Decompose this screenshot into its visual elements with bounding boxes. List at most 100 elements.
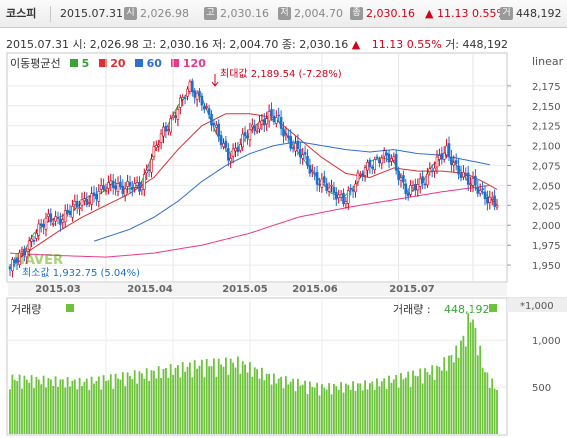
candle-body (119, 181, 122, 188)
volume-bar (397, 387, 400, 434)
volume-bar (335, 386, 338, 434)
volume-bar (263, 380, 266, 434)
volume-bar (61, 379, 64, 434)
candle-body (32, 240, 36, 242)
volume-bar (54, 376, 57, 434)
volume-bar (196, 368, 198, 434)
volume-bar (359, 383, 362, 434)
candle-body (459, 172, 463, 178)
volume-bar (227, 374, 230, 434)
candle-body (327, 187, 331, 192)
candle-body (310, 170, 314, 173)
candle-body (318, 183, 321, 186)
volume-bar (474, 328, 477, 434)
candle-body (42, 223, 45, 228)
candle-body (358, 174, 362, 176)
volume-bar (165, 368, 167, 434)
volume-bar (76, 389, 79, 434)
volume-bar (323, 387, 326, 434)
candle-body (222, 143, 225, 148)
volume-bar (83, 381, 86, 434)
volume-bar (412, 370, 414, 434)
volume-bar (285, 376, 287, 434)
candle-body (99, 185, 103, 190)
candle-body (351, 189, 355, 192)
candle-body (155, 145, 158, 149)
header-high: 고 2,030.16 (204, 7, 269, 21)
candle-body (68, 210, 72, 216)
header-volume: 거 448,192 (500, 7, 562, 21)
candle-body (59, 218, 62, 225)
volume-bar (129, 375, 131, 434)
legend-ma120[interactable]: 120 (182, 57, 206, 70)
candle-body (490, 197, 494, 200)
candle-body (85, 198, 89, 205)
min-arrow-head (13, 257, 21, 263)
candle-body (423, 183, 427, 186)
legend-ma5[interactable]: 5 (81, 57, 90, 70)
volume-bar (150, 370, 153, 434)
candle-body (315, 171, 319, 185)
candle-body (464, 174, 468, 176)
candle-body (109, 180, 113, 185)
volume-bar (109, 374, 112, 434)
legend-title: 이동평균선 (10, 57, 61, 70)
volume-bar (35, 376, 38, 434)
volume-bar (95, 381, 98, 434)
candle-body (229, 158, 232, 162)
volume-bar (484, 372, 486, 434)
candle-body (56, 217, 60, 219)
candle-body (466, 172, 470, 185)
candle-body (234, 147, 237, 152)
price-tick-label: 2,025 (532, 201, 561, 212)
date-tick-label: 2015.04 (127, 284, 173, 295)
volume-bar (138, 371, 141, 434)
volume-bar (28, 382, 31, 434)
candle-body (150, 158, 153, 173)
candle-body (322, 176, 326, 183)
candle-body (416, 184, 420, 191)
candle-body (471, 178, 475, 186)
volume-bar (114, 373, 117, 434)
candle-body (186, 88, 189, 97)
volume-bar (251, 376, 254, 434)
volume-bar (160, 378, 162, 434)
candle-body (402, 175, 405, 183)
volume-bar (436, 365, 438, 434)
volume-bar (172, 374, 174, 434)
volume-bar (222, 366, 225, 434)
candle-body (92, 192, 96, 196)
volume-bar (340, 382, 342, 434)
volume-bar (438, 366, 441, 434)
volume-bar (191, 377, 194, 434)
candle-body (111, 180, 115, 188)
candle-body (39, 223, 43, 227)
candle-body (320, 178, 324, 188)
volume-bar (385, 388, 388, 434)
volume-bar (357, 383, 359, 434)
legend-ma60[interactable]: 60 (146, 57, 162, 70)
volume-bar (157, 366, 160, 434)
ma5-line (9, 89, 498, 270)
scale-type-label[interactable]: linear (532, 55, 564, 68)
volume-bar (57, 387, 59, 434)
candle-body (286, 135, 290, 138)
candle-body (356, 172, 360, 183)
volume-bar (294, 391, 297, 434)
volume-bar (261, 367, 263, 434)
candle-body (193, 90, 196, 98)
candle-body (334, 192, 338, 200)
volume-bar (30, 375, 33, 434)
candle-body (394, 154, 398, 171)
candle-body (90, 193, 93, 205)
volume-bar (59, 379, 62, 434)
header-close: 종 2,030.16 (350, 7, 415, 21)
ma20-line (9, 113, 498, 266)
price-tick-label: 2,150 (532, 102, 561, 113)
legend-ma20[interactable]: 20 (110, 57, 126, 70)
volume-bar (407, 371, 410, 434)
volume-bar (287, 384, 290, 434)
candle-body (80, 199, 84, 206)
candle-body (83, 198, 86, 202)
